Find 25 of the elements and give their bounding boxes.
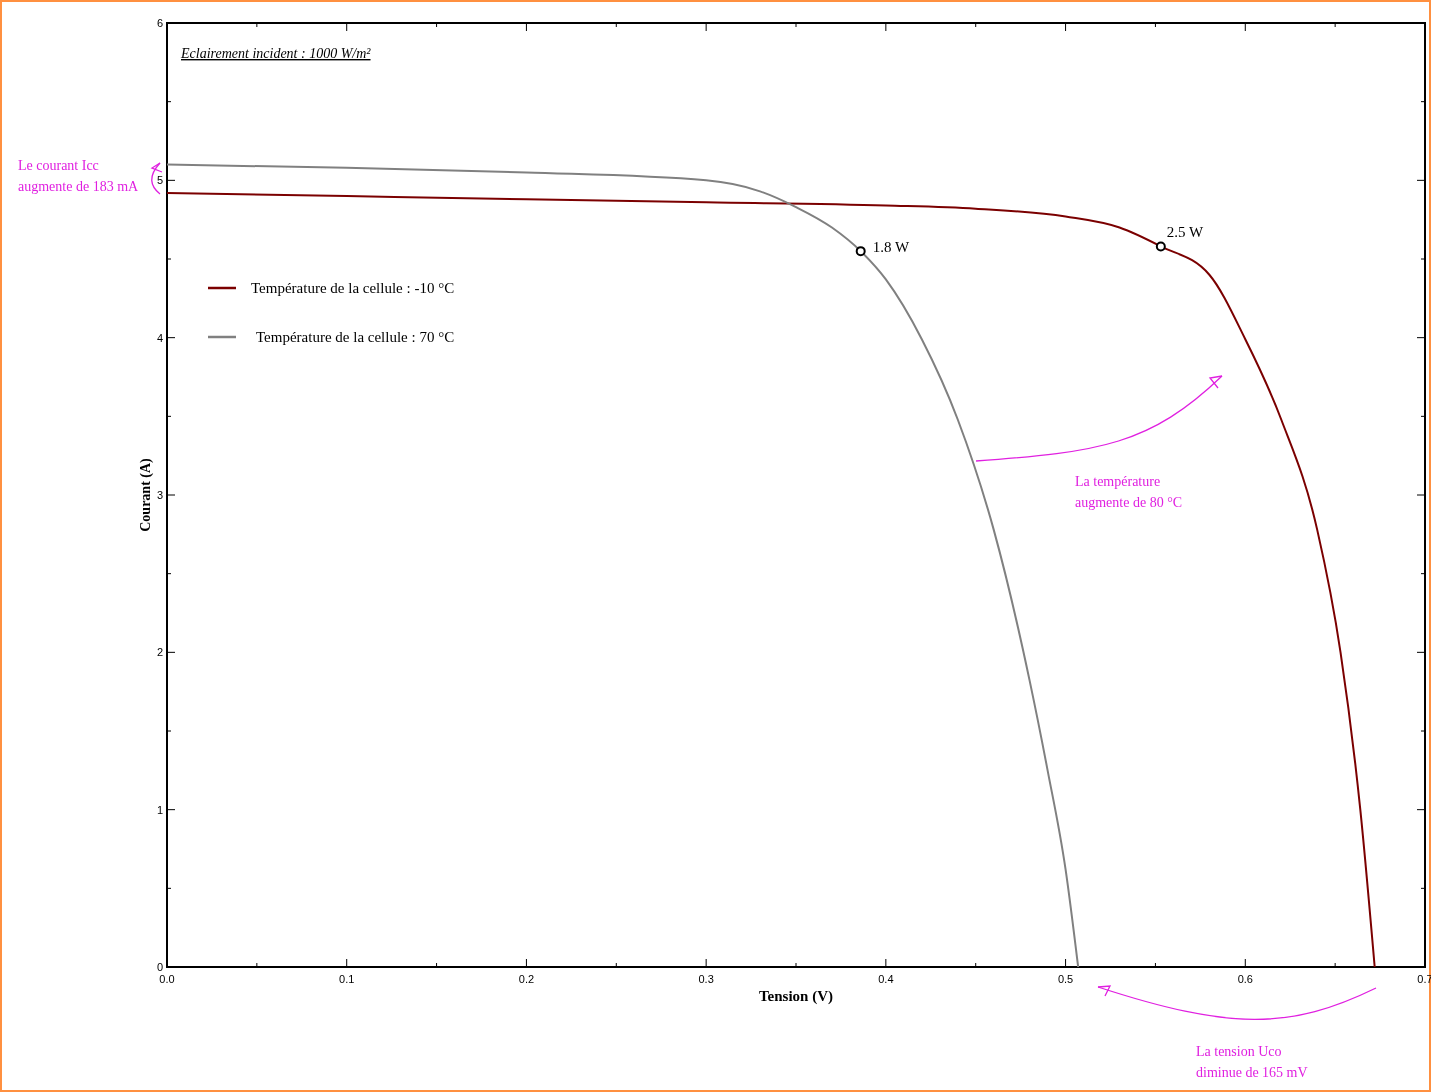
legend-label: Température de la cellule : -10 °C: [251, 280, 455, 296]
annotation: 2.5 W: [1166, 224, 1205, 241]
x-tick-label: 0.5: [1057, 973, 1074, 985]
text: La tension Uco diminue de 165 mV: [1196, 1044, 1308, 1080]
y-tick-label: 6: [156, 17, 163, 29]
annotation: 1.8 W: [872, 239, 910, 256]
y-axis-title: Courant (A): [138, 457, 154, 532]
y-tick-label: 1: [156, 803, 163, 816]
y-tick-label: 0: [156, 961, 163, 973]
line-series: [166, 191, 1376, 968]
y-tick-label: 3: [156, 489, 163, 501]
text: Eclairement incident : 1000 W/m²: [180, 46, 372, 61]
x-tick-label: 0.3: [698, 973, 714, 985]
x-tick-label: 0.0: [159, 973, 175, 985]
y-tick-label: 5: [156, 174, 163, 187]
x-tick-label: 0.1: [339, 973, 355, 985]
text: Le courant Icc augmente de 183 mA: [18, 158, 140, 194]
x-tick-label: 0.2: [518, 973, 535, 985]
annotation: La température augmente de 80 °C: [1075, 474, 1183, 510]
y-tick-label: 4: [156, 331, 163, 344]
x-axis-title: Tension (V): [758, 988, 834, 1005]
y-tick-label: 2: [156, 646, 163, 659]
x-tick-label: 0.6: [1237, 973, 1253, 985]
legend-label: Température de la cellule : 70 °C: [256, 329, 455, 345]
x-tick-label: 0.4: [878, 973, 894, 985]
